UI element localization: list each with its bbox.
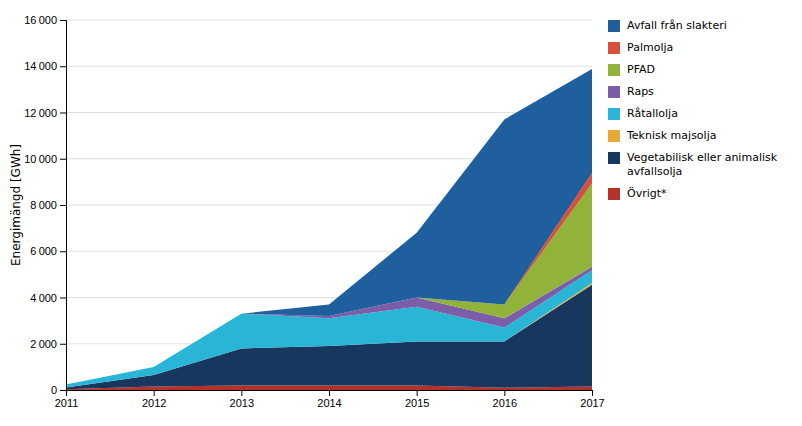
x-tick-mark bbox=[154, 390, 155, 396]
y-tick-mark bbox=[60, 390, 66, 391]
y-tick: 0 bbox=[51, 384, 66, 396]
y-tick: 6 000 bbox=[30, 245, 66, 257]
x-tick: 2012 bbox=[142, 390, 166, 409]
x-tick-mark bbox=[504, 390, 505, 396]
x-tick-label: 2011 bbox=[55, 397, 79, 409]
legend-label: Råtallolja bbox=[627, 107, 678, 120]
legend-swatch bbox=[608, 152, 620, 164]
x-tick-label: 2014 bbox=[317, 397, 341, 409]
y-tick-label: 16 000 bbox=[24, 14, 57, 26]
legend-item: Palmolja bbox=[608, 41, 673, 54]
legend-item: Teknisk majsolja bbox=[608, 129, 716, 142]
legend-label: PFAD bbox=[627, 63, 655, 76]
legend-label: Övrigt* bbox=[627, 187, 667, 200]
x-axis: 2011 2012 2013 2014 2015 2016 2017 bbox=[55, 390, 605, 409]
chart: 2011 2012 2013 2014 2015 2016 2017 0 2 000 4 000 6… bbox=[0, 0, 802, 426]
y-tick-mark bbox=[60, 251, 66, 252]
legend-swatch bbox=[608, 86, 620, 98]
legend-label: Avfall från slakteri bbox=[627, 19, 727, 32]
y-tick-mark bbox=[60, 20, 66, 21]
x-tick-label: 2017 bbox=[580, 397, 604, 409]
y-tick-mark bbox=[60, 159, 66, 160]
y-axis: 0 2 000 4 000 6 000 8 000 10 000 12 000 14 000 1… bbox=[24, 14, 66, 396]
legend-item: Råtallolja bbox=[608, 107, 678, 120]
legend-label: Raps bbox=[627, 85, 654, 98]
y-tick: 12 000 bbox=[24, 107, 66, 119]
x-tick-label: 2013 bbox=[230, 397, 254, 409]
grid bbox=[66, 20, 592, 390]
legend-item: Raps bbox=[608, 85, 654, 98]
x-tick: 2017 bbox=[580, 390, 604, 409]
x-tick: 2014 bbox=[317, 390, 341, 409]
legend-label: Palmolja bbox=[627, 41, 673, 54]
legend-label: Teknisk majsolja bbox=[626, 129, 716, 142]
y-tick-label: 6 000 bbox=[30, 245, 57, 257]
legend: Avfall från slakteri Palmolja PFAD Raps Råta… bbox=[608, 19, 778, 200]
x-tick-label: 2012 bbox=[142, 397, 166, 409]
y-axis-title: Energimängd [GWh] bbox=[9, 144, 23, 266]
x-tick-mark bbox=[329, 390, 330, 396]
y-tick: 2 000 bbox=[30, 338, 66, 350]
legend-item: PFAD bbox=[608, 63, 655, 76]
y-tick-mark bbox=[60, 113, 66, 114]
y-tick-label: 10 000 bbox=[24, 153, 57, 165]
y-tick: 4 000 bbox=[30, 292, 66, 304]
legend-item: Avfall från slakteri bbox=[608, 19, 727, 32]
y-tick-label: 8 000 bbox=[30, 199, 57, 211]
x-tick-mark bbox=[241, 390, 242, 396]
y-tick: 8 000 bbox=[30, 199, 66, 211]
x-axis-line bbox=[67, 391, 593, 397]
grid-line bbox=[66, 112, 592, 113]
grid-line bbox=[66, 20, 592, 21]
legend-item: Övrigt* bbox=[608, 187, 667, 200]
x-tick-mark bbox=[417, 390, 418, 396]
y-tick-mark bbox=[60, 298, 66, 299]
legend-swatch bbox=[608, 130, 620, 142]
legend-label: Vegetabilisk eller animaliskavfallsolja bbox=[627, 151, 778, 178]
grid-line bbox=[66, 66, 592, 67]
legend-swatch bbox=[608, 108, 620, 120]
legend-swatch bbox=[608, 188, 620, 200]
y-tick-label: 14 000 bbox=[24, 60, 57, 72]
x-tick-label: 2015 bbox=[405, 397, 429, 409]
y-tick: 16 000 bbox=[24, 14, 66, 26]
y-tick-label: 12 000 bbox=[24, 107, 57, 119]
area bbox=[66, 69, 592, 384]
y-tick-label: 2 000 bbox=[30, 338, 57, 350]
y-tick-mark bbox=[60, 205, 66, 206]
y-tick-label: 0 bbox=[51, 384, 57, 396]
legend-swatch bbox=[608, 42, 620, 54]
y-axis-line bbox=[60, 21, 67, 391]
legend-swatch bbox=[608, 64, 620, 76]
legend-item: Vegetabilisk eller animaliskavfallsolja bbox=[608, 151, 778, 178]
y-tick: 14 000 bbox=[24, 60, 66, 72]
legend-swatch bbox=[608, 20, 620, 32]
y-tick: 10 000 bbox=[24, 153, 66, 165]
x-tick: 2013 bbox=[230, 390, 254, 409]
x-tick: 2015 bbox=[405, 390, 429, 409]
plot: 2011 2012 2013 2014 2015 2016 2017 0 2 000 4 000 6… bbox=[24, 14, 605, 409]
x-tick: 2011 bbox=[55, 390, 79, 409]
x-tick-mark bbox=[592, 390, 593, 396]
y-tick-mark bbox=[60, 344, 66, 345]
areas bbox=[66, 69, 592, 390]
y-tick-label: 4 000 bbox=[30, 292, 57, 304]
y-tick-mark bbox=[60, 66, 66, 67]
x-tick-label: 2016 bbox=[493, 397, 517, 409]
x-tick: 2016 bbox=[493, 390, 517, 409]
